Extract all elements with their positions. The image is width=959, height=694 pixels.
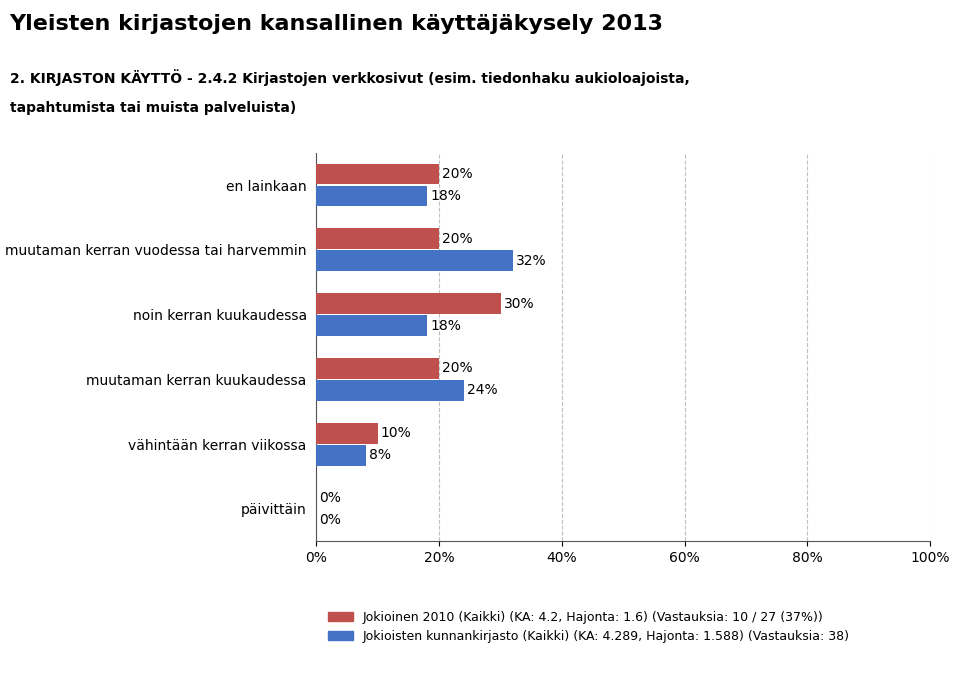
- Bar: [316, 380, 464, 400]
- Text: tapahtumista tai muista palveluista): tapahtumista tai muista palveluista): [10, 101, 295, 115]
- Text: 24%: 24%: [467, 383, 498, 398]
- Text: 20%: 20%: [442, 362, 473, 375]
- Text: 18%: 18%: [430, 319, 461, 332]
- Bar: [316, 164, 439, 185]
- Text: 18%: 18%: [430, 189, 461, 203]
- Bar: [316, 228, 439, 249]
- Text: 20%: 20%: [442, 167, 473, 181]
- Bar: [316, 294, 501, 314]
- Text: 2. KIRJASTON KÄYTTÖ - 2.4.2 Kirjastojen verkkosivut (esim. tiedonhaku aukioloajo: 2. KIRJASTON KÄYTTÖ - 2.4.2 Kirjastojen …: [10, 69, 690, 86]
- Text: 0%: 0%: [319, 513, 341, 527]
- Bar: [316, 423, 378, 443]
- Text: 8%: 8%: [368, 448, 390, 462]
- Text: 32%: 32%: [516, 254, 547, 268]
- Legend: Jokioinen 2010 (Kaikki) (KA: 4.2, Hajonta: 1.6) (Vastauksia: 10 / 27 (37%)), Jok: Jokioinen 2010 (Kaikki) (KA: 4.2, Hajont…: [323, 606, 854, 648]
- Bar: [316, 358, 439, 379]
- Text: 20%: 20%: [442, 232, 473, 246]
- Bar: [316, 445, 365, 466]
- Bar: [316, 315, 427, 336]
- Bar: [316, 186, 427, 206]
- Text: 0%: 0%: [319, 491, 341, 505]
- Text: 30%: 30%: [503, 296, 534, 311]
- Text: 10%: 10%: [381, 426, 411, 440]
- Text: Yleisten kirjastojen kansallinen käyttäjäkysely 2013: Yleisten kirjastojen kansallinen käyttäj…: [10, 14, 664, 34]
- Bar: [316, 251, 513, 271]
